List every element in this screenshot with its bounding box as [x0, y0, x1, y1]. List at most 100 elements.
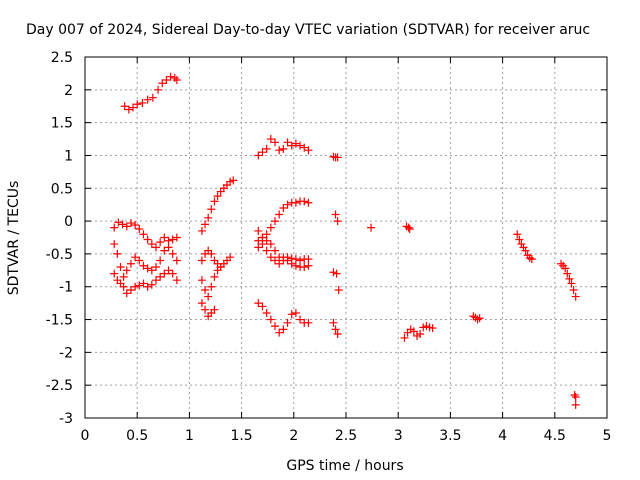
data-point: [135, 281, 144, 290]
x-tick-label: 1.5: [230, 428, 252, 444]
data-point: [296, 141, 305, 150]
data-point: [135, 224, 144, 233]
data-point: [160, 269, 169, 278]
data-point: [207, 282, 216, 291]
series-arc-6: [197, 246, 235, 272]
data-point: [160, 246, 169, 255]
data-point: [271, 138, 280, 147]
data-point: [333, 153, 342, 162]
data-point: [300, 143, 309, 152]
data-point: [258, 240, 267, 249]
x-tick-label: 2.5: [335, 428, 357, 444]
data-point: [172, 256, 181, 265]
series-arc-8: [197, 299, 219, 321]
data-point: [332, 269, 341, 278]
data-point: [262, 236, 271, 245]
data-point: [262, 246, 271, 255]
data-point: [291, 198, 300, 207]
data-point: [156, 256, 165, 265]
series-arc-19: [513, 230, 536, 264]
y-axis-label: SDTVAR / TECUs: [6, 181, 22, 296]
data-point: [331, 325, 340, 334]
y-tick-label: -1: [59, 280, 73, 296]
data-point: [283, 200, 292, 209]
x-tick-label: 4.5: [544, 428, 566, 444]
data-point: [116, 263, 125, 272]
data-point: [213, 192, 222, 201]
x-tick-label: 1: [185, 428, 194, 444]
x-tick-label: 0: [81, 428, 90, 444]
data-point: [168, 235, 177, 244]
data-point: [210, 272, 219, 281]
data-point: [124, 105, 133, 114]
data-point: [304, 198, 313, 207]
data-point: [367, 223, 376, 232]
data-point: [329, 318, 338, 327]
y-tick-label: 2: [64, 83, 73, 99]
y-tick-label: 0: [64, 214, 73, 230]
data-point: [571, 400, 580, 409]
data-point: [527, 255, 536, 264]
y-tick-label: -3: [59, 411, 73, 427]
data-point: [279, 144, 288, 153]
data-point: [266, 253, 275, 262]
data-point: [119, 282, 128, 291]
data-point: [170, 74, 179, 83]
data-point: [400, 333, 409, 342]
data-point: [131, 221, 140, 230]
data-point: [122, 266, 131, 275]
data-point: [254, 243, 263, 252]
data-point: [570, 391, 579, 400]
data-point: [122, 289, 131, 298]
data-point: [291, 308, 300, 317]
data-point: [197, 299, 206, 308]
data-point: [266, 240, 275, 249]
data-point: [271, 246, 280, 255]
data-point: [304, 261, 313, 270]
data-point: [139, 230, 148, 239]
data-point: [565, 274, 574, 283]
data-point: [275, 259, 284, 268]
data-point: [143, 264, 152, 273]
data-point: [428, 324, 437, 333]
grid: [85, 57, 607, 418]
data-point: [334, 286, 343, 295]
data-point: [254, 226, 263, 235]
y-tick-label: -0.5: [46, 247, 73, 263]
data-point: [329, 152, 338, 161]
y-tick-label: 1.5: [51, 116, 73, 132]
x-tick-label: 4: [498, 428, 507, 444]
x-tick-label: 3.5: [439, 428, 461, 444]
data-point: [160, 233, 169, 242]
x-axis-label: GPS time / hours: [286, 458, 403, 474]
data-point: [254, 299, 263, 308]
data-point: [119, 272, 128, 281]
data-point: [201, 305, 210, 314]
series-arc-9: [254, 135, 313, 160]
data-point: [158, 79, 167, 88]
data-point: [571, 292, 580, 301]
series-arc-2: [110, 218, 181, 252]
data-point: [197, 276, 206, 285]
data-point: [139, 261, 148, 270]
data-point: [207, 205, 216, 214]
data-point: [333, 329, 342, 338]
data-point: [114, 218, 123, 227]
data-point: [126, 286, 135, 295]
x-tick-label: 2: [289, 428, 298, 444]
data-point: [262, 144, 271, 153]
data-point: [287, 141, 296, 150]
y-tick-label: 0.5: [51, 181, 73, 197]
data-point: [172, 75, 181, 84]
data-point: [291, 261, 300, 270]
series-arc-16: [402, 222, 414, 233]
x-tick-label: 5: [603, 428, 612, 444]
data-point: [126, 259, 135, 268]
data-point: [129, 103, 138, 112]
y-tick-label: -1.5: [46, 313, 73, 329]
series-arc-1: [120, 72, 181, 114]
data-point: [300, 263, 309, 272]
data-point: [168, 249, 177, 258]
data-point: [204, 213, 213, 222]
